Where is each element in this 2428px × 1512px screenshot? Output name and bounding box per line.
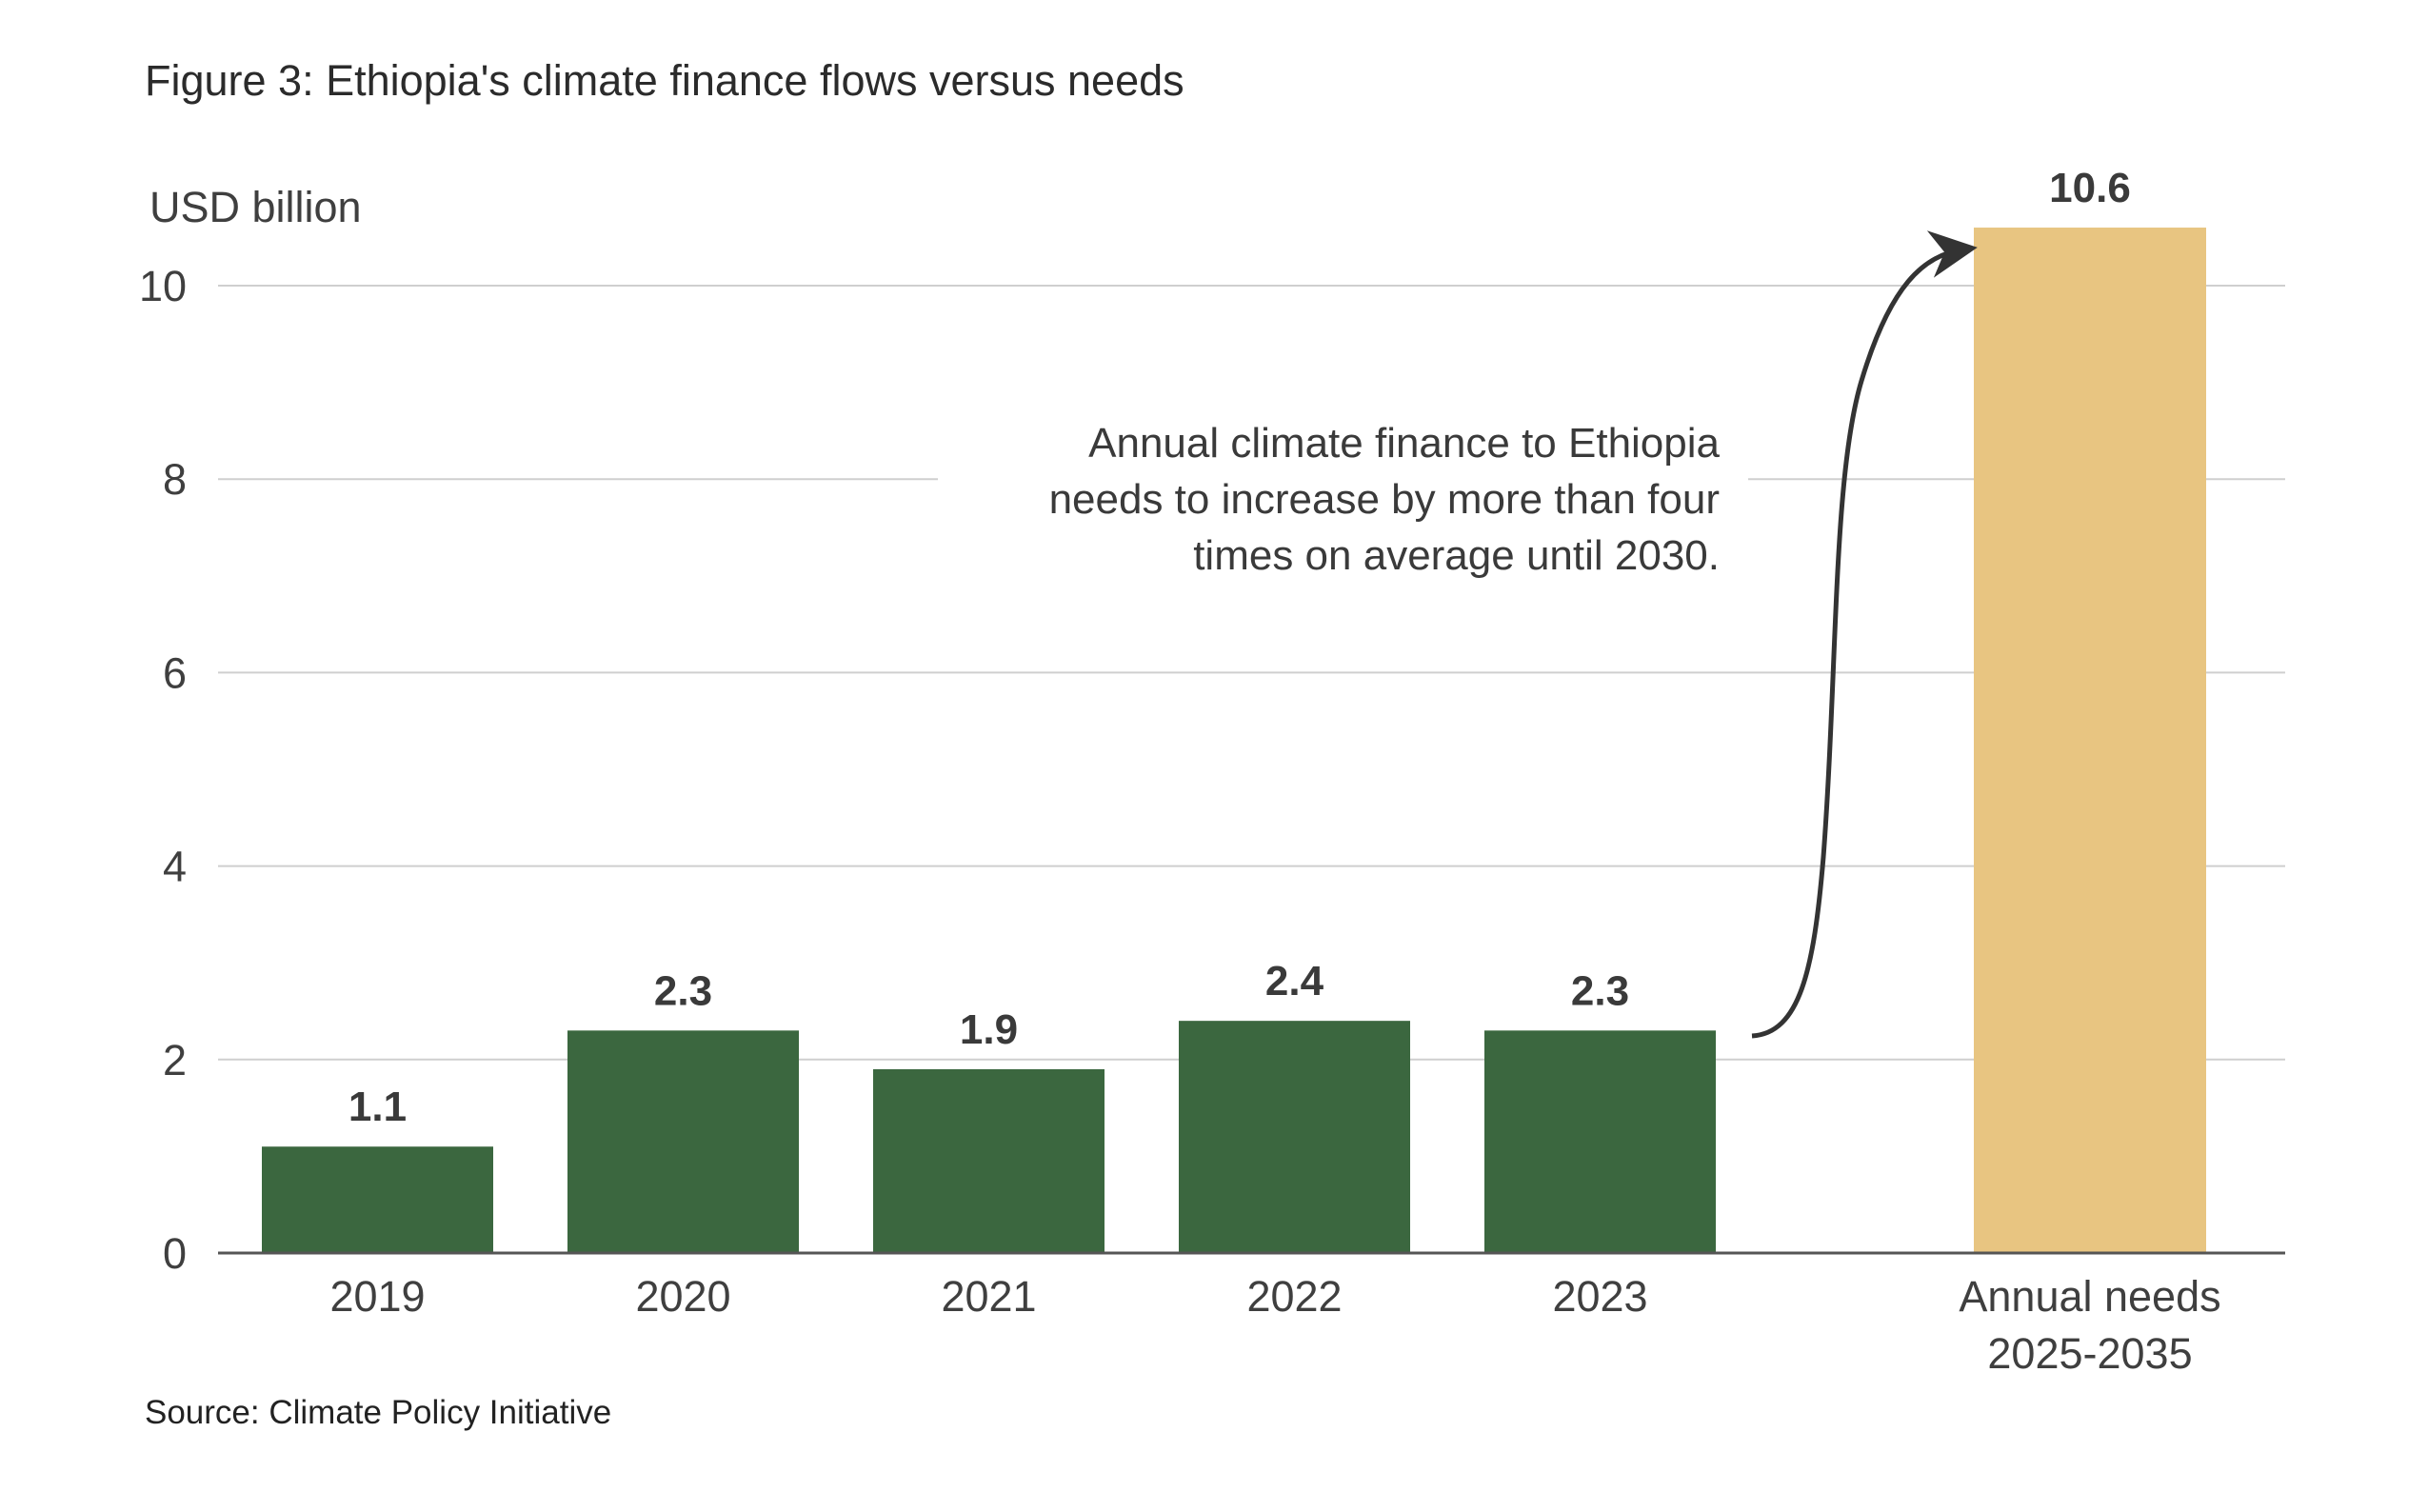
annotation-line-3: times on average until 2030. (1193, 532, 1720, 579)
x-tick-label-needs: Annual needs (1959, 1272, 2220, 1321)
data-label: 2.3 (654, 967, 712, 1014)
bar-annual-needs (1974, 228, 2206, 1253)
x-axis-ticks: 2019 2020 2021 2022 2023 Annual needs 2025-203… (329, 1272, 2220, 1378)
bar-2023 (1484, 1030, 1716, 1253)
annotation-backdrop (938, 409, 1748, 590)
y-tick-label: 4 (163, 843, 187, 891)
y-tick-label: 8 (163, 455, 187, 504)
y-axis-ticks: 0 2 4 6 8 10 (139, 262, 187, 1278)
annotation-line-2: needs to increase by more than four (1049, 476, 1720, 523)
bar-2022 (1179, 1021, 1410, 1253)
y-tick-label: 0 (163, 1229, 187, 1278)
x-tick-label: 2022 (1246, 1272, 1342, 1321)
bars (262, 228, 2206, 1253)
annotation: Annual climate finance to Ethiopia needs… (1049, 420, 1721, 579)
chart-title: Figure 3: Ethiopia's climate finance flo… (145, 56, 1184, 105)
bar-2020 (567, 1030, 799, 1253)
data-labels: 1.1 2.3 1.9 2.4 2.3 10.6 (348, 165, 2131, 1130)
data-label-needs: 10.6 (2049, 165, 2131, 211)
y-tick-label: 10 (139, 262, 187, 310)
bar-2021 (873, 1068, 1105, 1253)
y-tick-label: 2 (163, 1036, 187, 1084)
y-axis-unit-label: USD billion (149, 183, 362, 231)
gridlines (218, 285, 2285, 1061)
x-tick-label-needs: 2025-2035 (1987, 1329, 2192, 1378)
y-tick-label: 6 (163, 648, 187, 697)
annotation-line-1: Annual climate finance to Ethiopia (1088, 420, 1720, 467)
data-label: 2.4 (1265, 958, 1324, 1005)
annotation-arrow (1751, 230, 1978, 1039)
source-note: Source: Climate Policy Initiative (145, 1394, 611, 1431)
x-tick-label: 2019 (329, 1272, 425, 1321)
x-tick-label: 2021 (941, 1272, 1036, 1321)
data-label: 1.9 (960, 1006, 1018, 1053)
bar-2019 (262, 1146, 493, 1253)
x-tick-label: 2023 (1552, 1272, 1647, 1321)
data-label: 1.1 (348, 1084, 407, 1130)
x-tick-label: 2020 (635, 1272, 730, 1321)
data-label: 2.3 (1571, 967, 1629, 1014)
